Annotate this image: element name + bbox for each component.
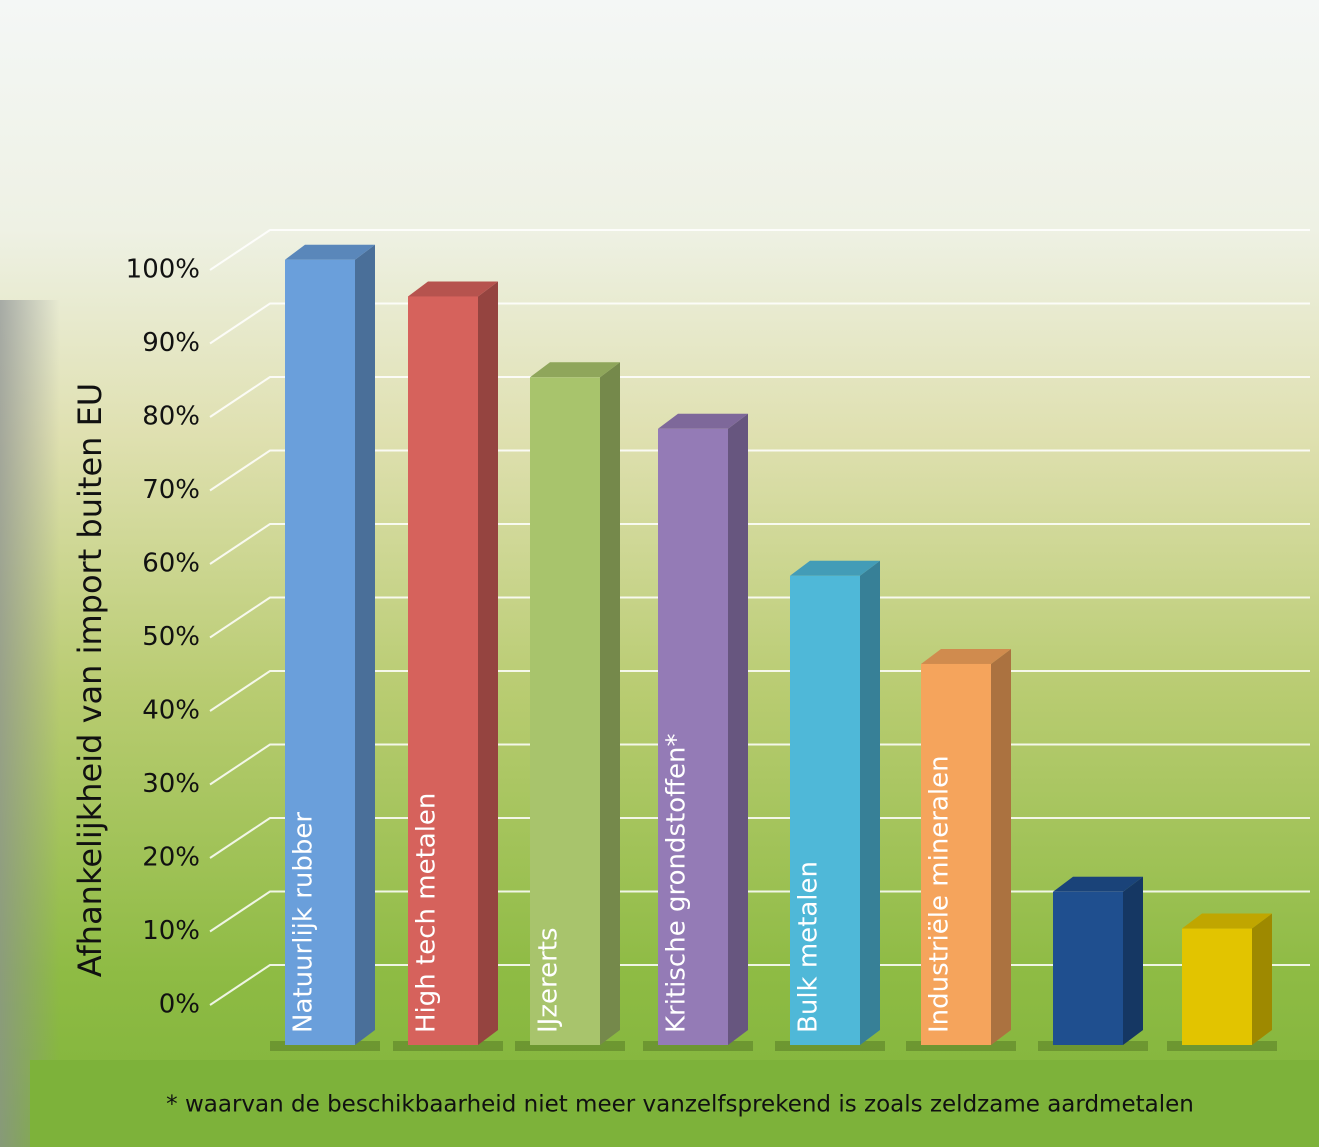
bar-top-shade	[658, 413, 748, 429]
bar-side-shade	[1252, 913, 1272, 1045]
bar-shadow	[1167, 1041, 1277, 1051]
bar	[1182, 928, 1252, 1045]
bar-side-shade	[860, 560, 880, 1045]
bar-shadow	[643, 1041, 753, 1051]
y-tick-label: 90%	[142, 328, 200, 358]
bar-side	[728, 413, 748, 1045]
y-tick-label: 70%	[142, 475, 200, 505]
bar-shadow	[1038, 1041, 1148, 1051]
bar-top-shade	[790, 560, 880, 576]
footer-band	[30, 1060, 1319, 1147]
bar-label: Industriële mineralen	[925, 755, 955, 1033]
bar-top	[408, 281, 498, 297]
bar-shadow	[775, 1041, 885, 1051]
bar-side	[860, 560, 880, 1045]
grid-line	[209, 596, 1310, 639]
bar-top-shade	[285, 244, 375, 260]
y-tick-label: 100%	[126, 255, 200, 285]
bar-label: IJzererts	[534, 927, 564, 1033]
road-edge	[0, 300, 60, 1147]
bar-shadow	[270, 1041, 380, 1051]
grid-line	[209, 229, 1310, 271]
bar-top	[1053, 876, 1143, 892]
bar	[658, 428, 728, 1045]
plot: 0% 10% 20% 30% 40% 50% 60% 70% 80% 90% 100% Natuurl…	[126, 229, 1310, 1051]
bar-side-shade	[728, 413, 748, 1045]
bar-top-shade	[1182, 913, 1272, 929]
bar-side	[355, 244, 375, 1045]
bar-top-shade	[1053, 876, 1143, 892]
grid-line	[209, 302, 1310, 345]
bar-top	[921, 648, 1011, 664]
y-tick-label: 60%	[142, 549, 200, 579]
bar-top-shade	[921, 648, 1011, 664]
bar-top	[658, 413, 748, 429]
grid-line	[209, 376, 1310, 418]
y-tick-label: 0%	[159, 990, 200, 1020]
bar-side-shade	[991, 648, 1011, 1045]
y-tick-label: 10%	[142, 916, 200, 946]
y-tick-label: 50%	[142, 622, 200, 652]
bar-top	[1182, 913, 1272, 929]
bar-shadow	[393, 1041, 503, 1051]
bar	[285, 259, 355, 1045]
bar-top-shade	[408, 281, 498, 297]
bar-top	[790, 560, 880, 576]
bar-side	[991, 648, 1011, 1045]
bar-top	[285, 244, 375, 260]
bar-label: High tech metalen	[412, 793, 442, 1033]
bar-top	[530, 362, 620, 378]
grid-line	[209, 449, 1310, 492]
bar	[530, 377, 600, 1045]
grid-line	[209, 523, 1310, 565]
bar-side-shade	[600, 362, 620, 1045]
bar-side	[478, 281, 498, 1045]
bar-label: Natuurlijk rubber	[289, 812, 319, 1033]
bar-shadow	[515, 1041, 625, 1051]
bar-top-shade	[530, 362, 620, 378]
y-axis-title: Afhankelijkheid van import buiten EU	[71, 383, 109, 977]
bar-label: Kritische grondstoffen*	[662, 733, 692, 1033]
bar	[921, 663, 991, 1045]
bar	[1053, 891, 1123, 1045]
y-tick-label: 20%	[142, 843, 200, 873]
bar	[790, 575, 860, 1045]
bar-side	[600, 362, 620, 1045]
y-tick-label: 80%	[142, 402, 200, 432]
bar-side-shade	[478, 281, 498, 1045]
bar-side-shade	[355, 244, 375, 1045]
y-tick-label: 40%	[142, 696, 200, 726]
y-tick-label: 30%	[142, 769, 200, 799]
bar-shadow	[906, 1041, 1016, 1051]
bar-side-shade	[1123, 876, 1143, 1045]
bar-side	[1252, 913, 1272, 1045]
bar	[408, 296, 478, 1045]
bar-label: Bulk metalen	[794, 861, 824, 1033]
footnote: * waarvan de beschikbaarheid niet meer v…	[166, 1092, 1194, 1118]
bar-side	[1123, 876, 1143, 1045]
